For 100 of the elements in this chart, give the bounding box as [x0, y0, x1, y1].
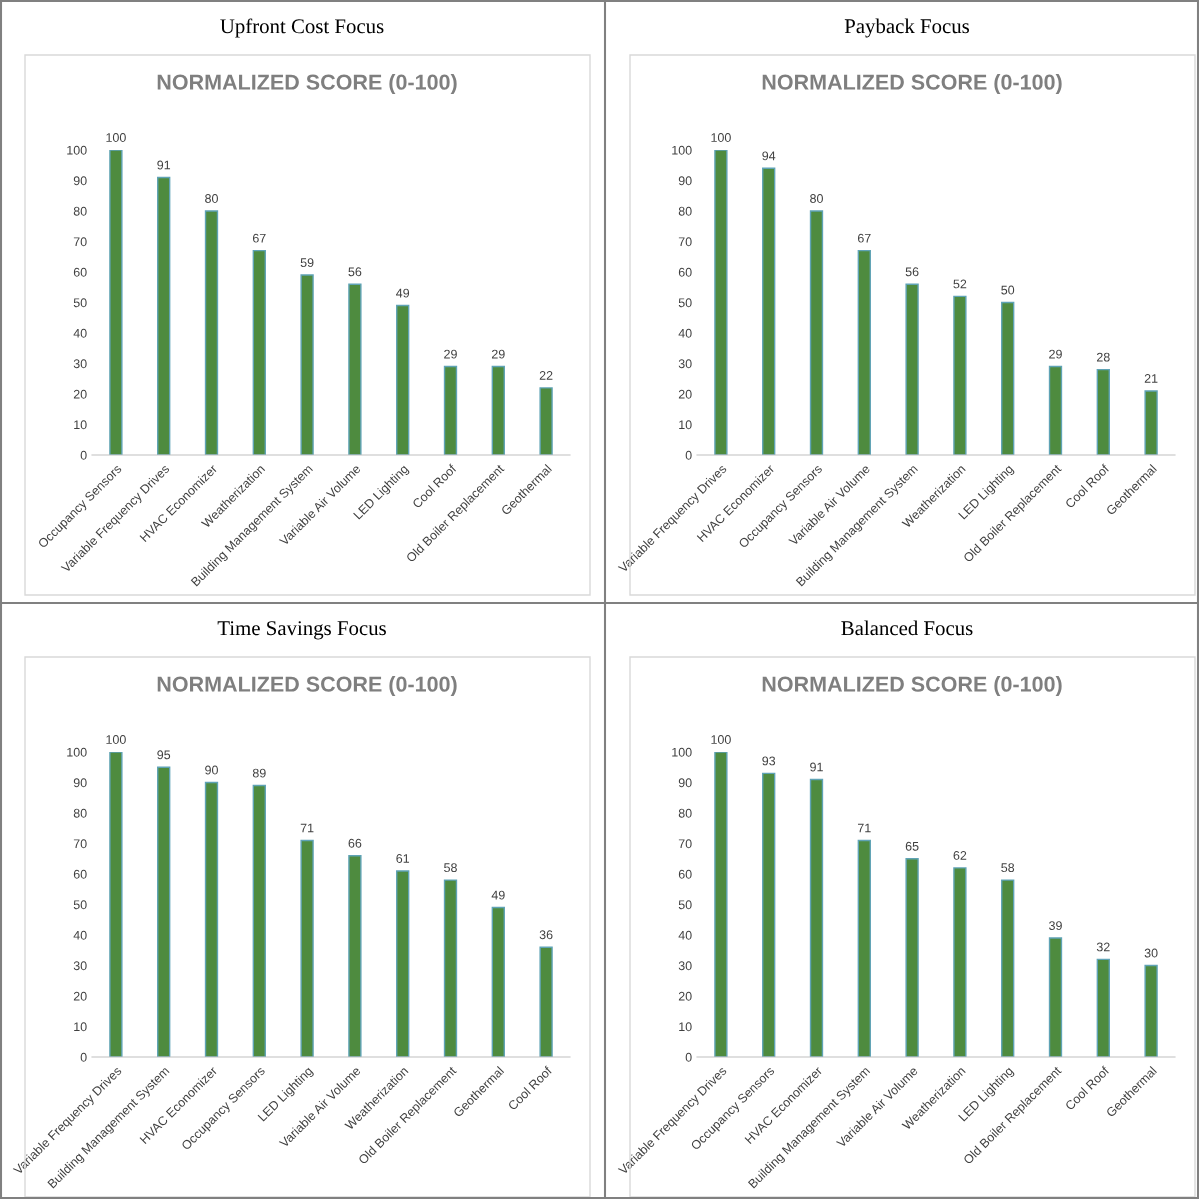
- bar: [109, 752, 123, 1057]
- bar: [857, 249, 871, 455]
- y-tick-label: 0: [685, 450, 692, 460]
- data-label: 49: [396, 288, 410, 298]
- bar: [539, 387, 553, 455]
- data-label: 21: [1144, 374, 1158, 383]
- bar: [953, 295, 967, 455]
- bar: [1001, 879, 1015, 1057]
- y-tick-label: 60: [73, 869, 87, 879]
- data-label: 71: [300, 823, 314, 833]
- bar: [396, 870, 410, 1057]
- bar: [443, 879, 458, 1057]
- data-label: 36: [539, 930, 553, 940]
- bar: [714, 150, 728, 455]
- y-tick-label: 20: [73, 389, 87, 399]
- y-tick-label: 50: [73, 298, 87, 308]
- bar: [1144, 964, 1158, 1057]
- data-label: 56: [348, 267, 362, 277]
- data-label: 91: [810, 762, 823, 772]
- y-tick-label: 0: [80, 1052, 87, 1062]
- bar: [396, 304, 410, 455]
- data-label: 95: [157, 750, 171, 760]
- data-label: 65: [905, 841, 919, 851]
- data-label: 94: [762, 151, 776, 161]
- y-tick-label: 60: [73, 267, 87, 277]
- y-tick-label: 50: [678, 298, 692, 308]
- data-label: 67: [252, 233, 266, 243]
- data-label: 93: [762, 756, 776, 766]
- bar: [539, 946, 553, 1057]
- data-label: 58: [1001, 863, 1015, 873]
- chart-title: Payback Focus: [844, 18, 970, 38]
- y-tick-label: 60: [678, 267, 692, 277]
- bar: [809, 778, 824, 1057]
- data-label: 28: [1096, 352, 1110, 362]
- data-label: 39: [1049, 921, 1062, 931]
- bar: [204, 210, 219, 455]
- y-tick-label: 50: [678, 900, 692, 910]
- data-label: 50: [1001, 285, 1015, 295]
- y-tick-label: 90: [678, 176, 692, 186]
- y-tick-label: 70: [678, 839, 692, 849]
- bar: [953, 867, 967, 1057]
- data-label: 100: [711, 133, 731, 142]
- y-tick-label: 90: [678, 778, 692, 788]
- bar: [109, 150, 123, 455]
- data-label: 61: [396, 854, 410, 863]
- data-label: 71: [857, 823, 871, 833]
- y-tick-label: 80: [73, 206, 87, 216]
- y-tick-label: 70: [73, 839, 87, 849]
- data-label: 89: [252, 768, 266, 778]
- y-tick-label: 0: [685, 1052, 692, 1062]
- bar: [1001, 301, 1015, 455]
- bar: [348, 283, 362, 455]
- data-label: 58: [444, 863, 457, 873]
- bar: [252, 249, 266, 455]
- y-tick-label: 90: [73, 176, 87, 186]
- y-tick-label: 40: [678, 930, 692, 940]
- data-label: 100: [106, 133, 126, 142]
- data-label: 66: [348, 838, 362, 848]
- bar: [1096, 368, 1110, 455]
- data-label: 67: [857, 233, 871, 243]
- data-label: 52: [953, 279, 967, 289]
- data-label: 100: [711, 735, 731, 744]
- data-label: 90: [205, 765, 218, 775]
- y-tick-label: 20: [678, 389, 692, 399]
- bar: [762, 167, 776, 455]
- data-label: 30: [1144, 948, 1158, 958]
- data-label: 49: [491, 890, 505, 900]
- y-tick-label: 50: [73, 900, 87, 910]
- bar: [204, 781, 219, 1057]
- data-label: 91: [157, 160, 171, 170]
- data-label: 62: [953, 851, 967, 860]
- y-tick-label: 70: [73, 237, 87, 247]
- y-tick-label: 90: [73, 778, 87, 788]
- bar: [857, 839, 871, 1057]
- data-label: 80: [810, 194, 823, 203]
- bar: [157, 176, 171, 455]
- chart-subtitle: NORMALIZED SCORE (0-100): [157, 73, 457, 95]
- data-label: 22: [539, 371, 553, 380]
- chart-title: Balanced Focus: [841, 620, 973, 636]
- bar: [443, 365, 458, 455]
- chart-subtitle: NORMALIZED SCORE (0-100): [157, 675, 457, 697]
- bar: [1048, 365, 1063, 455]
- chart-subtitle: NORMALIZED SCORE (0-100): [762, 675, 1062, 697]
- bar: [1048, 937, 1063, 1057]
- data-label: 59: [300, 258, 314, 268]
- bar: [905, 283, 919, 455]
- data-label: 32: [1096, 942, 1110, 952]
- y-tick-label: 70: [678, 237, 692, 247]
- y-tick-label: 100: [67, 145, 87, 155]
- y-tick-label: 20: [678, 991, 692, 1001]
- y-tick-label: 40: [73, 328, 87, 338]
- data-label: 29: [444, 349, 457, 359]
- y-tick-label: 80: [678, 206, 692, 216]
- y-tick-label: 100: [672, 145, 692, 155]
- y-tick-label: 40: [678, 328, 692, 338]
- bar: [348, 855, 362, 1057]
- data-label: 56: [905, 267, 919, 277]
- y-tick-label: 30: [73, 359, 87, 369]
- y-tick-label: 10: [679, 420, 692, 430]
- y-tick-label: 10: [74, 1022, 87, 1032]
